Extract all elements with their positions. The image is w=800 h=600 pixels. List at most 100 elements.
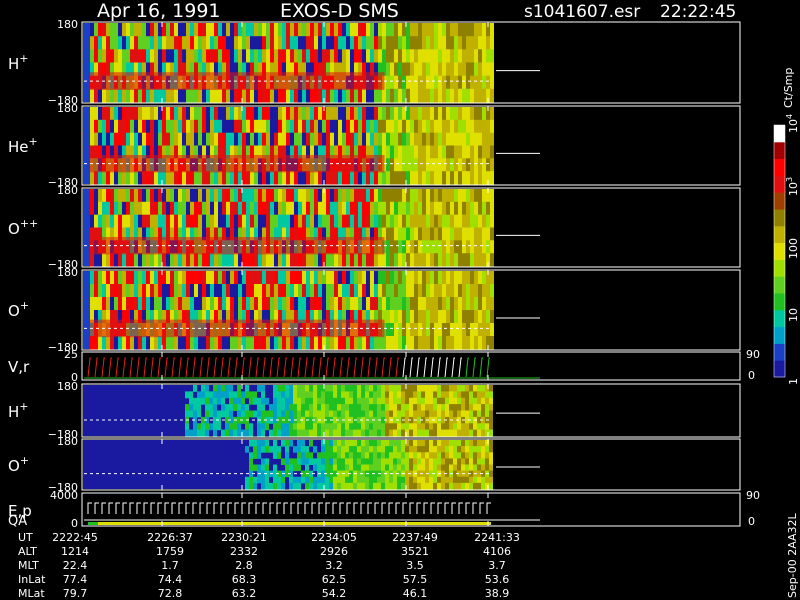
pixel bbox=[378, 49, 382, 63]
pixel bbox=[442, 75, 446, 90]
pixel bbox=[170, 132, 174, 146]
pixel bbox=[406, 310, 410, 324]
pixel bbox=[242, 201, 246, 216]
y-bottom-label: −180 bbox=[48, 176, 78, 189]
pixel bbox=[154, 23, 158, 37]
pixel bbox=[442, 253, 446, 267]
pixel bbox=[453, 410, 457, 418]
panel-label-superscript: + bbox=[20, 454, 29, 467]
pixel bbox=[358, 119, 362, 134]
pixel bbox=[294, 49, 298, 63]
pixel bbox=[345, 446, 349, 453]
pixel bbox=[409, 476, 413, 484]
pixel bbox=[314, 189, 318, 203]
pixel bbox=[269, 404, 273, 411]
pixel bbox=[294, 171, 298, 185]
pixel bbox=[230, 88, 234, 103]
pixel bbox=[361, 404, 365, 411]
pixel bbox=[210, 227, 214, 241]
pixel bbox=[266, 23, 270, 37]
pixel bbox=[470, 145, 474, 159]
pixel bbox=[269, 482, 273, 490]
pixel bbox=[333, 423, 337, 431]
pixel bbox=[433, 429, 437, 437]
pixel bbox=[438, 310, 442, 324]
pixel bbox=[481, 464, 485, 472]
pixel bbox=[338, 214, 342, 228]
pixel bbox=[334, 62, 338, 77]
pixel bbox=[466, 297, 470, 311]
pixel bbox=[410, 62, 414, 77]
pixel bbox=[130, 310, 134, 324]
pixel bbox=[214, 214, 218, 228]
pixel bbox=[182, 171, 186, 185]
pixel bbox=[330, 201, 334, 216]
pixel bbox=[306, 214, 310, 228]
pixel bbox=[246, 62, 250, 77]
y-bottom-label: −180 bbox=[48, 341, 78, 354]
pixel bbox=[481, 476, 485, 484]
pixel bbox=[154, 284, 158, 298]
pixel bbox=[318, 145, 322, 159]
pixel bbox=[374, 36, 378, 50]
pixel bbox=[361, 482, 365, 490]
pixel bbox=[486, 336, 490, 350]
pixel bbox=[469, 482, 473, 490]
pixel bbox=[430, 75, 434, 90]
pixel bbox=[238, 132, 242, 146]
pixel bbox=[210, 107, 214, 121]
pixel bbox=[194, 214, 198, 228]
pixel bbox=[166, 227, 170, 241]
pixel bbox=[345, 470, 349, 478]
trace-segment bbox=[241, 502, 246, 514]
pixel bbox=[454, 240, 458, 254]
pixel bbox=[377, 429, 381, 437]
pixel bbox=[405, 458, 409, 465]
pixel bbox=[110, 171, 114, 185]
panel-label-superscript: + bbox=[19, 52, 28, 65]
pixel bbox=[126, 171, 130, 185]
pixel bbox=[409, 464, 413, 472]
trace-segment bbox=[395, 357, 399, 378]
pixel bbox=[418, 107, 422, 121]
pixel bbox=[146, 253, 150, 267]
pixel bbox=[454, 145, 458, 159]
pixel bbox=[481, 423, 485, 431]
pixel bbox=[118, 23, 122, 37]
pixel bbox=[369, 482, 373, 490]
pixel bbox=[330, 132, 334, 146]
pixel bbox=[469, 458, 473, 465]
pixel bbox=[478, 132, 482, 146]
pixel bbox=[246, 88, 250, 103]
pixel bbox=[134, 227, 138, 241]
pixel bbox=[178, 227, 182, 241]
pixel bbox=[482, 62, 486, 77]
pixel bbox=[397, 446, 401, 453]
pixel bbox=[226, 201, 230, 216]
pixel bbox=[222, 49, 226, 63]
pixel bbox=[362, 297, 366, 311]
pixel bbox=[258, 119, 262, 134]
pixel bbox=[262, 132, 266, 146]
pixel bbox=[190, 171, 194, 185]
trace-segment bbox=[185, 502, 190, 514]
pixel bbox=[234, 145, 238, 159]
pixel bbox=[122, 23, 126, 37]
spectrogram-image bbox=[83, 271, 494, 350]
pixel bbox=[486, 119, 490, 134]
pixel bbox=[418, 36, 422, 50]
pixel bbox=[194, 271, 198, 285]
pixel bbox=[450, 240, 454, 254]
pixel bbox=[394, 310, 398, 324]
pixel bbox=[130, 88, 134, 103]
pixel bbox=[146, 336, 150, 350]
pixel bbox=[270, 271, 274, 285]
trace-segment bbox=[94, 502, 99, 514]
pixel bbox=[330, 284, 334, 298]
pixel bbox=[142, 145, 146, 159]
pixel bbox=[429, 476, 433, 484]
pixel bbox=[453, 464, 457, 472]
pixel bbox=[441, 410, 445, 418]
pixel bbox=[445, 404, 449, 411]
pixel bbox=[349, 397, 353, 405]
